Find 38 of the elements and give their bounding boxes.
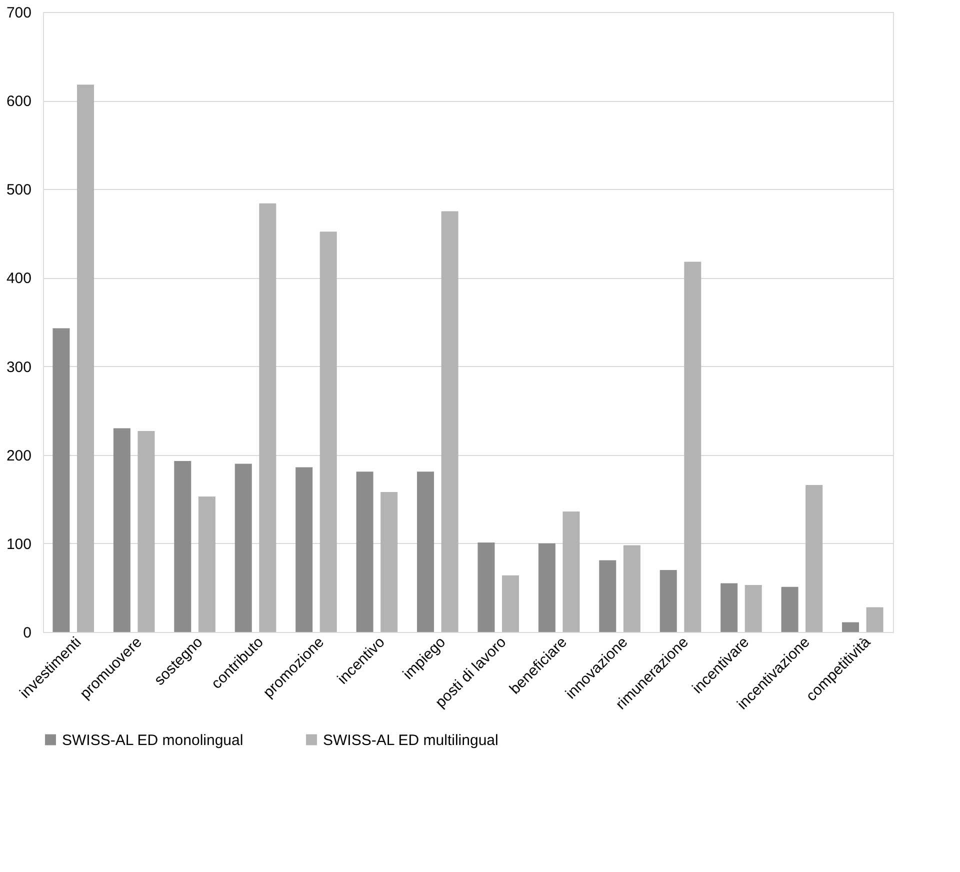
bar	[417, 472, 434, 632]
bar	[198, 496, 216, 632]
bar	[562, 512, 580, 632]
y-tick-label: 700	[6, 4, 32, 22]
bar	[259, 203, 276, 632]
bar	[744, 585, 762, 632]
y-tick-label: 100	[6, 536, 32, 553]
bar	[599, 560, 616, 632]
bar	[138, 430, 155, 632]
bar	[174, 461, 192, 632]
bar	[380, 492, 398, 632]
bar	[781, 586, 798, 632]
bar	[234, 464, 252, 632]
y-tick-label: 300	[6, 358, 32, 376]
legend-label: SWISS-AL ED monolingual	[62, 732, 244, 749]
bar	[296, 467, 313, 632]
bar	[356, 472, 374, 632]
bar	[113, 428, 130, 632]
bar	[77, 84, 94, 632]
y-tick-label: 400	[6, 270, 32, 288]
bar	[478, 542, 495, 632]
bar	[441, 211, 458, 632]
y-tick-label: 200	[6, 447, 32, 464]
bar	[52, 328, 70, 632]
y-tick-label: 500	[6, 182, 32, 199]
bar	[660, 570, 677, 632]
bar	[502, 575, 519, 632]
bar	[720, 583, 738, 632]
y-tick-label: 0	[23, 624, 32, 642]
bar	[806, 484, 823, 632]
bar	[320, 232, 337, 632]
y-tick-label: 600	[6, 93, 32, 110]
legend-label: SWISS-AL ED multilingual	[323, 732, 498, 749]
bar	[623, 545, 640, 632]
bar	[538, 543, 556, 632]
bar	[842, 622, 859, 632]
bar	[866, 607, 884, 632]
bar	[684, 262, 702, 632]
